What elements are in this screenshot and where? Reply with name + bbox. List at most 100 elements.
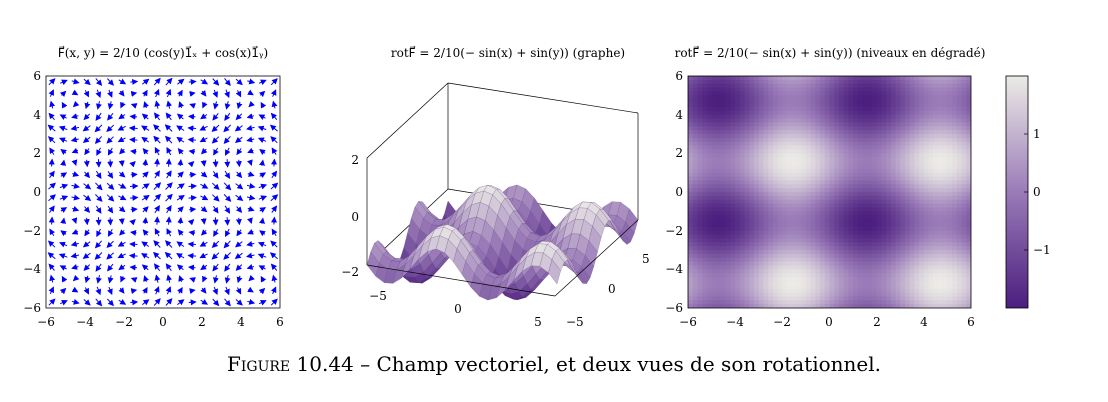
- heatmap-cell: [815, 226, 821, 232]
- heatmap-cell: [815, 222, 821, 228]
- vector-arrow: [107, 159, 114, 168]
- heatmap-cell: [801, 103, 807, 108]
- heatmap-cell: [735, 242, 741, 247]
- heatmap-cell: [782, 180, 788, 185]
- heatmap-cell: [848, 203, 854, 209]
- heatmap-cell: [952, 106, 958, 112]
- heatmap-cell: [820, 172, 826, 178]
- heatmap-cell: [956, 265, 963, 270]
- heatmap-cell: [829, 195, 835, 201]
- heatmap-cell: [914, 269, 920, 274]
- heatmap-cell: [914, 188, 920, 193]
- vector-arrow: [48, 182, 56, 190]
- vector-arrow: [223, 240, 231, 249]
- heatmap-cell: [966, 164, 971, 170]
- heatmap-cell: [692, 292, 699, 297]
- heatmap-cell: [754, 118, 760, 123]
- vector-arrow: [153, 251, 161, 260]
- heatmap-cell: [904, 176, 911, 181]
- heatmap-cell: [928, 130, 934, 135]
- heatmap-cell: [758, 87, 765, 93]
- heatmap-cell: [966, 172, 971, 178]
- heatmap-cell: [692, 103, 699, 108]
- heatmap-cell: [881, 246, 887, 251]
- heatmap-cell: [721, 184, 727, 189]
- heatmap-cell: [956, 164, 963, 170]
- heatmap-cell: [966, 195, 971, 201]
- heatmap-cell: [919, 277, 925, 282]
- heatmap-cell: [754, 95, 760, 100]
- heatmap-cell: [706, 168, 713, 174]
- heatmap-cell: [890, 172, 897, 178]
- vector-arrow: [212, 182, 220, 190]
- heatmap-cell: [716, 280, 722, 286]
- heatmap-cell: [843, 99, 849, 104]
- heatmap-cell: [933, 203, 939, 209]
- heatmap-cell: [758, 110, 765, 116]
- heatmap-cell: [763, 304, 769, 308]
- vector-arrow: [83, 206, 91, 213]
- heatmap-cell: [735, 122, 741, 127]
- heatmap-cell: [937, 230, 944, 236]
- vector-arrow: [258, 195, 268, 201]
- quiver-x-tick: −2: [115, 315, 133, 329]
- heatmap-cell: [735, 141, 741, 147]
- heatmap-cell: [853, 118, 859, 123]
- vector-arrow: [142, 171, 149, 178]
- heatmap-cell: [890, 168, 897, 174]
- heatmap-cell: [919, 238, 925, 243]
- heatmap-title: rotF⃗ = 2/10(− sin(x) + sin(y)) (niveaux…: [675, 45, 986, 60]
- heatmap-cell: [843, 199, 849, 205]
- heatmap-cell: [725, 99, 732, 104]
- heatmap-cell: [966, 153, 971, 158]
- heatmap-cell: [688, 184, 694, 189]
- heatmap-cell: [867, 215, 873, 220]
- quiver-y-tick: −4: [23, 262, 41, 276]
- heatmap-cell: [838, 246, 845, 251]
- heatmap-cell: [834, 234, 840, 239]
- heatmap-cell: [947, 91, 953, 96]
- heatmap-cell: [796, 304, 802, 308]
- quiver-y-tick: −2: [23, 224, 41, 238]
- heatmap-cell: [876, 211, 882, 216]
- heatmap-cell: [895, 188, 901, 193]
- heatmap-cell: [702, 188, 708, 193]
- vector-arrow: [107, 205, 114, 214]
- vector-arrow: [107, 217, 114, 226]
- heatmap-cell: [688, 250, 694, 255]
- heatmap-cell: [749, 122, 755, 127]
- heatmap-cell: [772, 300, 779, 305]
- heatmap-cell: [853, 215, 859, 220]
- heatmap-cell: [721, 180, 727, 185]
- heatmap-cell: [721, 230, 727, 236]
- vector-arrow: [71, 217, 78, 224]
- heatmap-cell: [923, 110, 930, 116]
- heatmap-cell: [928, 76, 934, 81]
- heatmap-cell: [937, 153, 944, 158]
- heatmap-cell: [777, 273, 783, 278]
- heatmap-cell: [815, 83, 821, 89]
- heatmap-cell: [772, 118, 779, 123]
- heatmap-cell: [763, 149, 769, 154]
- heatmap-cell: [933, 192, 939, 197]
- heatmap-cell: [824, 184, 831, 189]
- heatmap-cell: [692, 215, 699, 220]
- heatmap-cell: [754, 195, 760, 201]
- vector-arrow: [177, 299, 185, 306]
- heatmap-cell: [706, 145, 713, 151]
- heatmap-cell: [697, 161, 703, 166]
- heatmap-cell: [829, 288, 835, 294]
- heatmap-cell: [749, 110, 755, 116]
- heatmap-cell: [857, 257, 864, 263]
- heatmap-cell: [688, 265, 694, 270]
- heatmap-cell: [782, 284, 788, 290]
- heatmap-cell: [782, 288, 788, 294]
- heatmap-cell: [937, 79, 944, 85]
- heatmap-cell: [933, 238, 939, 243]
- heatmap-cell: [895, 292, 901, 297]
- heatmap-cell: [886, 242, 892, 247]
- vector-arrow: [270, 240, 278, 248]
- heatmap-cell: [739, 207, 746, 212]
- heatmap-cell: [749, 284, 755, 290]
- heatmap-cell: [853, 161, 859, 166]
